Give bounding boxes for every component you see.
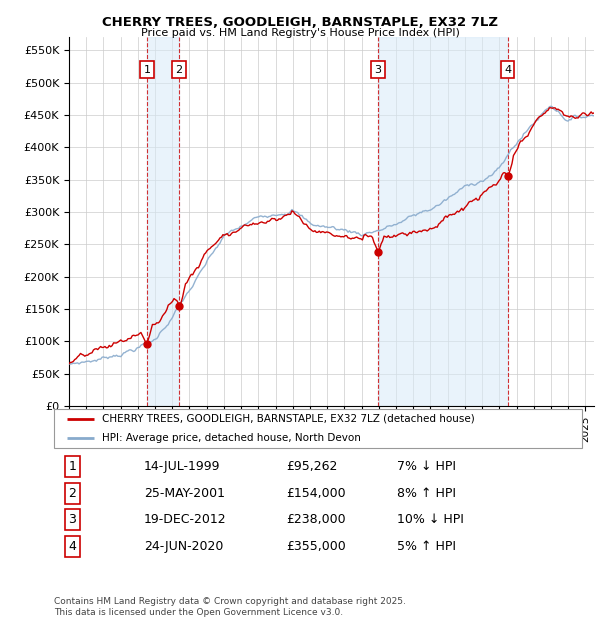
Text: 2: 2 [176, 64, 183, 74]
Text: 4: 4 [68, 541, 76, 554]
Bar [378, 37, 508, 406]
Text: £95,262: £95,262 [286, 459, 338, 472]
Text: 1: 1 [68, 459, 76, 472]
Text: 2: 2 [68, 487, 76, 500]
Text: 4: 4 [504, 64, 511, 74]
Text: 3: 3 [374, 64, 382, 74]
Text: CHERRY TREES, GOODLEIGH, BARNSTAPLE, EX32 7LZ (detached house): CHERRY TREES, GOODLEIGH, BARNSTAPLE, EX3… [101, 414, 474, 424]
Text: 1: 1 [143, 64, 151, 74]
Text: £154,000: £154,000 [286, 487, 346, 500]
Text: £355,000: £355,000 [286, 541, 346, 554]
Bar [147, 37, 179, 406]
Text: 7% ↓ HPI: 7% ↓ HPI [397, 459, 456, 472]
Text: CHERRY TREES, GOODLEIGH, BARNSTAPLE, EX32 7LZ: CHERRY TREES, GOODLEIGH, BARNSTAPLE, EX3… [102, 16, 498, 29]
Text: 5% ↑ HPI: 5% ↑ HPI [397, 541, 456, 554]
Text: 25-MAY-2001: 25-MAY-2001 [144, 487, 225, 500]
Text: 14-JUL-1999: 14-JUL-1999 [144, 459, 220, 472]
Text: HPI: Average price, detached house, North Devon: HPI: Average price, detached house, Nort… [101, 433, 361, 443]
Text: 10% ↓ HPI: 10% ↓ HPI [397, 513, 464, 526]
Text: 24-JUN-2020: 24-JUN-2020 [144, 541, 223, 554]
FancyBboxPatch shape [54, 409, 582, 448]
Text: Contains HM Land Registry data © Crown copyright and database right 2025.
This d: Contains HM Land Registry data © Crown c… [54, 598, 406, 617]
Text: 8% ↑ HPI: 8% ↑ HPI [397, 487, 456, 500]
Text: £238,000: £238,000 [286, 513, 346, 526]
Text: 19-DEC-2012: 19-DEC-2012 [144, 513, 226, 526]
Text: 3: 3 [68, 513, 76, 526]
Text: Price paid vs. HM Land Registry's House Price Index (HPI): Price paid vs. HM Land Registry's House … [140, 28, 460, 38]
